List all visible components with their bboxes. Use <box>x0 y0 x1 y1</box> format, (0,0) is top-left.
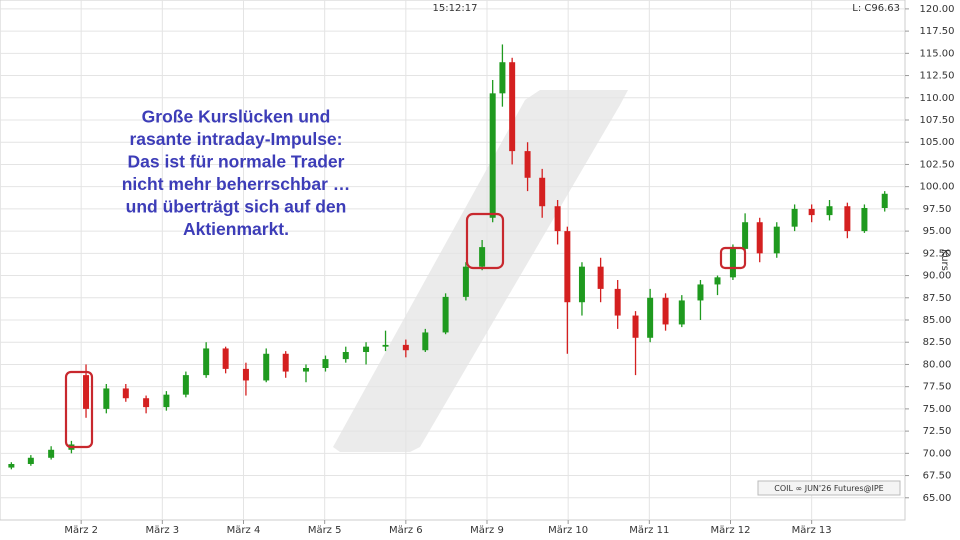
candle-body <box>222 348 229 369</box>
highlight-box <box>465 212 505 270</box>
x-tick-label: März 9 <box>470 525 504 536</box>
highlight-box <box>719 246 747 270</box>
y-tick-label: 82.50 <box>923 337 952 348</box>
annotation-line: rasante intraday-Impulse: <box>130 129 343 149</box>
y-tick-label: 72.50 <box>923 426 952 437</box>
highlight-box <box>64 370 94 449</box>
x-tick-label: März 6 <box>389 525 423 536</box>
candle-body <box>844 206 851 232</box>
candle-body <box>143 398 150 408</box>
candle-body <box>342 352 349 360</box>
candle-body <box>632 315 639 338</box>
y-tick-label: 75.00 <box>923 404 952 415</box>
candle-body <box>263 353 270 381</box>
x-tick-label: März 10 <box>548 525 588 536</box>
candle-body <box>363 346 370 352</box>
y-tick-label: 65.00 <box>923 493 952 504</box>
candle-body <box>402 344 409 351</box>
background-stripe <box>333 90 628 452</box>
candle-body <box>539 177 546 207</box>
candle-body <box>479 247 486 267</box>
y-tick-label: 112.50 <box>920 71 955 82</box>
candle-body <box>509 62 516 152</box>
candle-body <box>83 375 90 409</box>
candle-body <box>382 344 389 347</box>
y-tick-label: 92.50 <box>923 248 952 259</box>
x-tick-label: März 3 <box>145 525 179 536</box>
candle-body <box>302 368 309 372</box>
candle-body <box>103 388 110 409</box>
x-tick-label: März 12 <box>710 525 750 536</box>
candle-body <box>282 353 289 372</box>
annotation-line: Aktienmarkt. <box>183 219 289 239</box>
y-tick-label: 85.00 <box>923 315 952 326</box>
candle-body <box>122 388 129 399</box>
candle-body <box>714 277 721 285</box>
candle-body <box>242 368 249 381</box>
y-tick-label: 95.00 <box>923 226 952 237</box>
candle-body <box>697 284 704 301</box>
candle-body <box>422 332 429 351</box>
y-tick-label: 102.50 <box>920 159 955 170</box>
y-tick-label: 87.50 <box>923 293 952 304</box>
candle-body <box>322 359 329 368</box>
y-tick-label: 120.00 <box>920 4 955 15</box>
candle-body <box>163 394 170 408</box>
candle-body <box>647 297 654 338</box>
x-tick-label: März 2 <box>64 525 98 536</box>
x-tick-label: März 13 <box>792 525 832 536</box>
candle-body <box>808 208 815 216</box>
y-tick-label: 100.00 <box>920 182 955 193</box>
candle-body <box>203 348 210 376</box>
candle-body <box>578 266 585 303</box>
annotation-line: Große Kurslücken und <box>142 107 331 127</box>
candle-body <box>791 208 798 227</box>
candle-body <box>499 62 506 94</box>
y-tick-label: 107.50 <box>920 115 955 126</box>
candle-body <box>462 266 469 297</box>
time-label: 15:12:17 <box>433 3 478 14</box>
candle-body <box>48 449 55 458</box>
x-tick-label: März 5 <box>308 525 342 536</box>
last-label: L: C96.63 <box>852 3 900 14</box>
candle-body <box>662 297 669 325</box>
candle-body <box>678 300 685 325</box>
candle-body <box>182 375 189 395</box>
y-tick-label: 117.50 <box>920 26 955 37</box>
y-tick-label: 110.00 <box>920 93 955 104</box>
y-tick-label: 105.00 <box>920 137 955 148</box>
candle-body <box>8 464 15 468</box>
candle-body <box>27 457 34 464</box>
y-tick-label: 77.50 <box>923 382 952 393</box>
y-tick-label: 70.00 <box>923 448 952 459</box>
annotation-line: und überträgt sich auf den <box>126 197 347 217</box>
candle-body <box>756 222 763 254</box>
annotation-line: nicht mehr beherrschbar … <box>122 174 351 194</box>
y-tick-label: 115.00 <box>920 48 955 59</box>
candle-body <box>597 266 604 289</box>
y-tick-label: 80.00 <box>923 359 952 370</box>
candle-body <box>881 193 888 208</box>
y-tick-label: 97.50 <box>923 204 952 215</box>
candle-body <box>729 248 736 278</box>
y-tick-label: 67.50 <box>923 471 952 482</box>
candle-body <box>554 206 561 232</box>
candle-body <box>614 288 621 316</box>
candle-body <box>773 226 780 254</box>
candle-body <box>826 206 833 216</box>
y-axis-label: Kurs <box>939 249 950 271</box>
x-tick-label: März 4 <box>227 525 261 536</box>
candle-body <box>861 208 868 232</box>
annotation-line: Das ist für normale Trader <box>128 152 345 172</box>
candle-body <box>742 222 749 249</box>
x-tick-label: März 11 <box>629 525 669 536</box>
candle-body <box>442 296 449 333</box>
source-label: COIL ∞ JUN'26 Futures@IPE <box>774 484 883 493</box>
source-box <box>757 480 901 496</box>
candle-body <box>489 93 496 218</box>
candle-body <box>524 151 531 178</box>
y-tick-label: 90.00 <box>923 271 952 282</box>
candle-body <box>564 231 571 303</box>
